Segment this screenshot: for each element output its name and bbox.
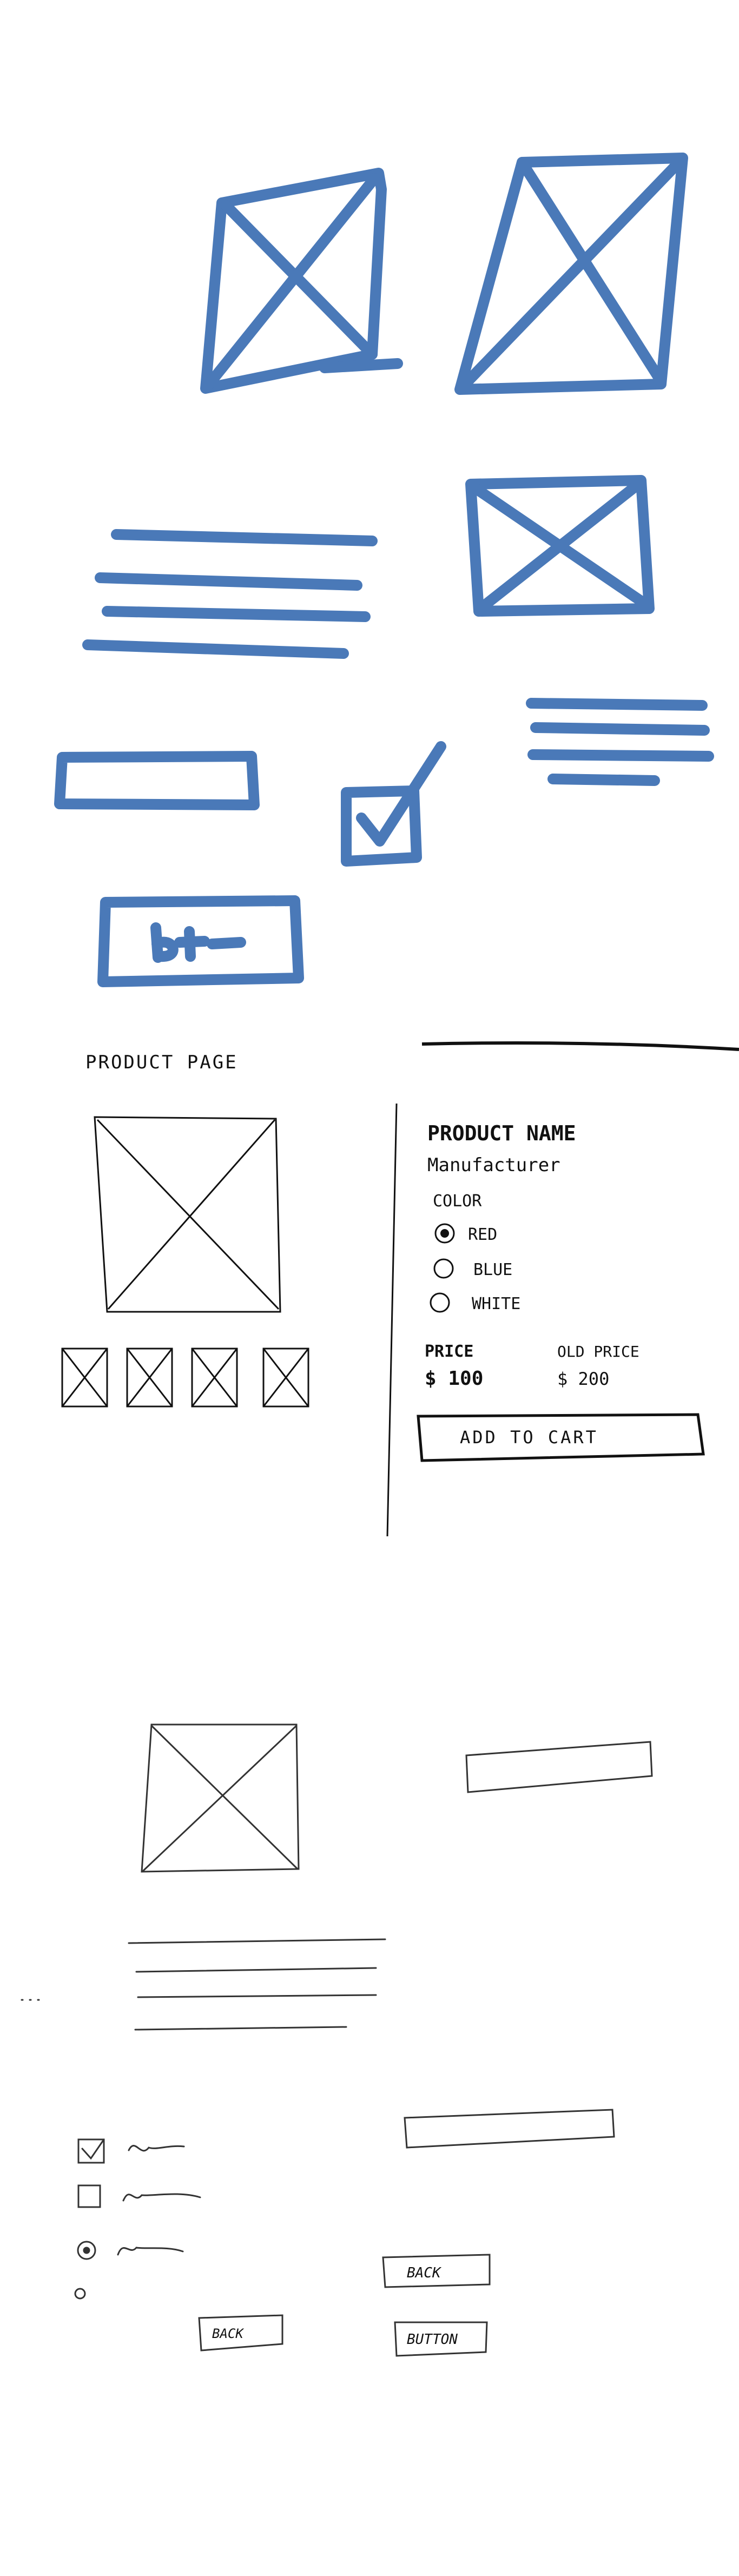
image-placeholder-4 [141, 1723, 300, 1873]
back-button-right-frame [382, 2254, 491, 2288]
old-price-label: OLD PRICE [557, 1343, 639, 1360]
color-option-label: RED [468, 1225, 497, 1244]
radio-selected[interactable] [77, 2241, 184, 2260]
radio-selected-icon [434, 1223, 455, 1244]
radio-unselected[interactable] [74, 2288, 86, 2300]
back-button-left[interactable]: BACK [212, 2326, 244, 2341]
radio-empty-icon [430, 1292, 450, 1313]
generic-button[interactable]: BUTTON [407, 2331, 458, 2348]
thumbnail-4 [262, 1348, 309, 1408]
back-button-right[interactable]: BACK [407, 2265, 442, 2281]
text-lines [128, 1938, 386, 2031]
thumbnail-2 [126, 1348, 173, 1408]
back-button-left-frame [198, 2314, 283, 2352]
thumbnail-3 [191, 1348, 238, 1408]
page-title: PRODUCT PAGE [85, 1052, 238, 1073]
image-placeholder-2 [454, 153, 688, 395]
sheet-blue-marker: btn [54, 153, 714, 987]
input-field-bottom [404, 2109, 615, 2149]
thumbnail-1 [61, 1348, 108, 1408]
text-lines-right [526, 698, 714, 786]
image-placeholder-1 [200, 168, 403, 394]
add-to-cart-label: ADD TO CART [460, 1427, 598, 1448]
image-placeholder-3 [465, 475, 655, 617]
old-price-value: $ 200 [557, 1369, 609, 1389]
add-to-cart-button[interactable]: ADD TO CART [417, 1413, 705, 1462]
color-option-label: BLUE [473, 1260, 512, 1279]
button-sketch [97, 895, 304, 987]
checkbox-sketch [341, 741, 446, 867]
color-radio-red[interactable]: RED [434, 1223, 497, 1244]
price-label: PRICE [425, 1342, 473, 1361]
color-radio-white[interactable]: WHITE [430, 1292, 520, 1313]
text-lines-left [82, 529, 378, 659]
thumbnail-row [61, 1348, 309, 1408]
price-value: $ 100 [425, 1368, 483, 1390]
sheet-product-page: PRODUCT PAGE PRODUCT NAME Manufacturer C… [61, 1041, 739, 1537]
checkbox-checked[interactable] [77, 2138, 185, 2164]
main-product-image [94, 1116, 281, 1313]
radio-empty-icon [433, 1258, 454, 1279]
input-field-sketch [54, 751, 260, 810]
product-name: PRODUCT NAME [427, 1121, 576, 1145]
checkbox-unchecked[interactable] [77, 2184, 201, 2208]
input-field-top [465, 1741, 653, 1793]
color-option-label: WHITE [472, 1294, 520, 1313]
color-label: COLOR [433, 1192, 482, 1211]
color-radio-blue[interactable]: BLUE [433, 1258, 512, 1279]
manufacturer: Manufacturer [427, 1154, 560, 1176]
generic-button-frame [394, 2321, 488, 2357]
